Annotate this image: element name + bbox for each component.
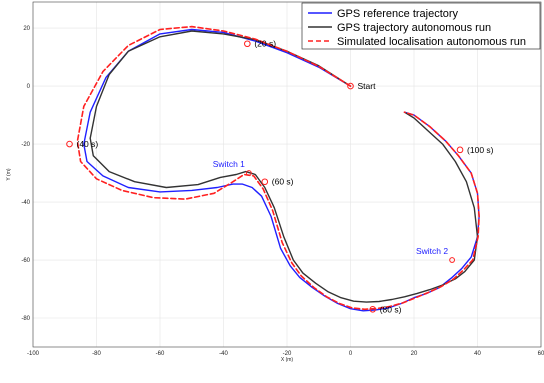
y-axis-label: Y (m) xyxy=(6,168,12,180)
time-marker-label: (40 s) xyxy=(77,139,99,149)
switch-label: Switch 1 xyxy=(213,159,245,169)
series-line-2 xyxy=(89,30,479,303)
legend-entry: GPS reference trajectory xyxy=(337,8,459,20)
x-tick-label: -40 xyxy=(219,351,228,357)
plot-frame xyxy=(32,1,542,348)
time-marker-label: (60 s) xyxy=(272,177,294,187)
legend-box xyxy=(301,2,541,50)
x-tick-label: -20 xyxy=(283,351,292,357)
tick-layer: -100 -80 -60 -40 -20 0 20 40 60 -80 -60 -40 -20 0 20 xyxy=(21,26,544,357)
switch-marker xyxy=(449,257,456,263)
x-tick-label: -60 xyxy=(156,351,165,357)
time-marker-label: Start xyxy=(358,81,377,91)
y-tick-label: -20 xyxy=(21,142,30,148)
y-tick-label: -80 xyxy=(21,316,30,322)
y-tick-label: -40 xyxy=(21,200,30,206)
series-line-3 xyxy=(76,25,480,311)
time-marker-label: (20 s) xyxy=(254,39,276,49)
switch-marker xyxy=(246,170,252,176)
y-tick-label: -60 xyxy=(21,258,30,264)
x-tick-label: -100 xyxy=(27,351,40,357)
legend: GPS reference trajectory GPS trajectory a… xyxy=(301,2,541,50)
x-tick-label: 40 xyxy=(474,351,481,357)
time-marker xyxy=(244,40,251,48)
x-axis-label: X (m) xyxy=(281,357,294,363)
y-tick-label: 0 xyxy=(27,84,31,90)
series-layer xyxy=(76,25,480,312)
grid-layer xyxy=(32,2,542,347)
time-marker xyxy=(347,82,354,90)
time-marker-label: (100 s) xyxy=(467,145,494,155)
legend-entry: GPS trajectory autonomous run xyxy=(337,22,491,34)
y-tick-label: 20 xyxy=(23,26,30,32)
time-marker-label: (80 s) xyxy=(380,304,402,314)
time-marker xyxy=(66,140,73,148)
x-tick-label: 60 xyxy=(538,351,544,357)
legend-entry: Simulated localisation autonomous run xyxy=(337,36,526,48)
marker-layer: Start (20 s) (40 s) (60 s) (80 s) (100 s) Swit… xyxy=(66,39,494,314)
time-marker xyxy=(456,146,464,154)
x-tick-label: 20 xyxy=(411,351,418,357)
time-marker xyxy=(261,178,269,186)
switch-label: Switch 2 xyxy=(416,246,448,256)
x-tick-label: 0 xyxy=(349,351,353,357)
time-marker xyxy=(369,306,377,313)
x-tick-label: -80 xyxy=(92,351,101,357)
